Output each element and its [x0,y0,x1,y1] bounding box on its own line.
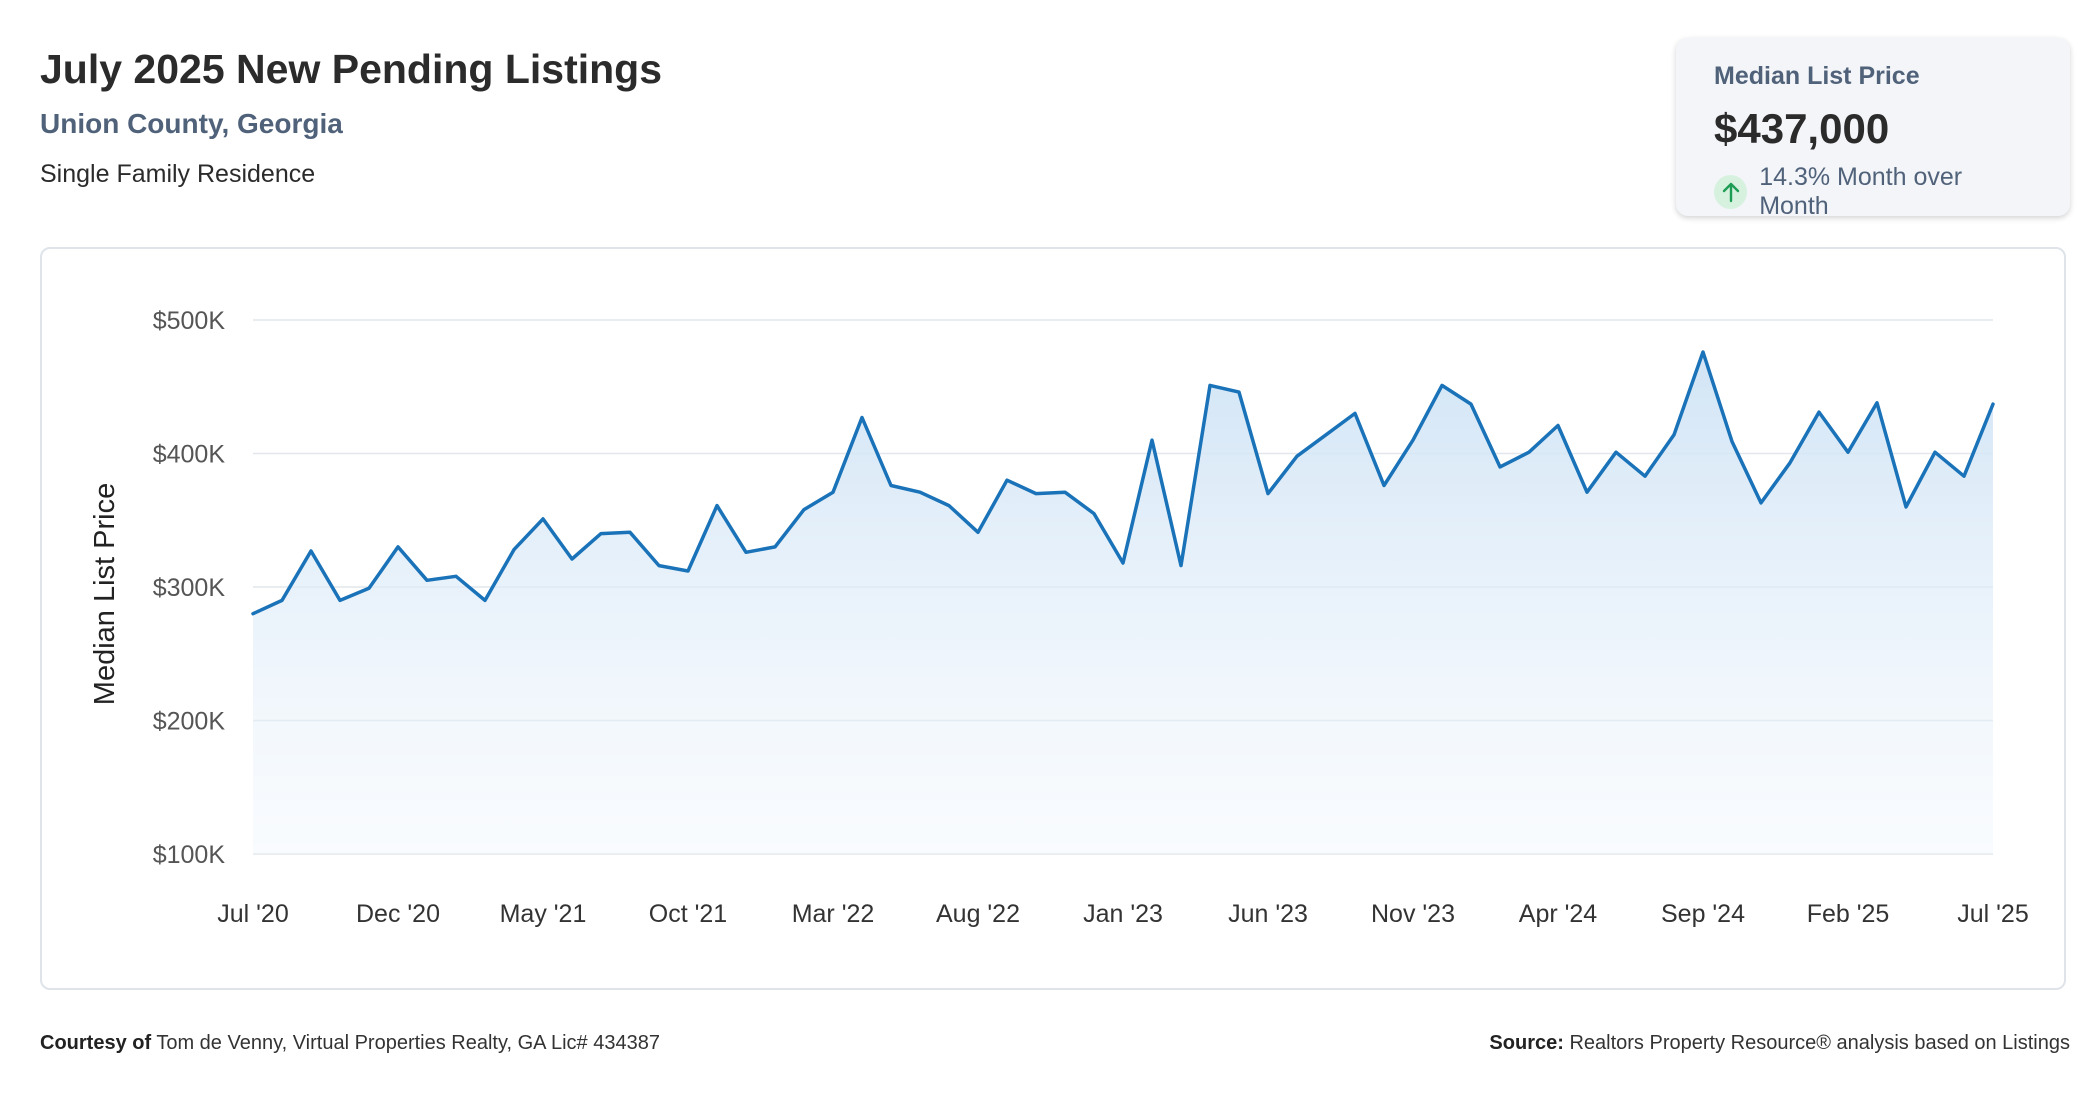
x-tick-label: Dec '20 [356,900,440,928]
x-tick-label: May '21 [500,900,587,928]
series-line [251,350,1995,616]
source-text: Realtors Property Resource® analysis bas… [1569,1032,2070,1054]
y-tick-label: $300K [153,574,226,602]
y-tick-label: $100K [153,841,226,869]
x-tick-label: Jul '20 [217,900,288,928]
area-fill [253,352,1993,854]
kpi-change-text: 14.3% Month over Month [1759,163,1963,220]
property-type-label: Single Family Residence [40,160,316,188]
median-list-price-chart: $100K $200K $300K $400K $500K Jul '20 Dec '20… [89,307,2029,928]
y-tick-label: $400K [153,441,226,469]
source-footer: Source: Realtors Property Resource® anal… [1489,1032,2070,1055]
x-tick-label: Aug '22 [936,900,1020,928]
x-tick-label: Oct '21 [649,900,727,928]
x-tick-label: Jan '23 [1083,900,1163,928]
y-tick-label: $500K [153,307,226,335]
location-subtitle: Union County, Georgia [40,108,343,139]
source-label: Source: [1489,1032,1564,1054]
x-tick-label: Mar '22 [792,900,875,928]
x-tick-label: Jul '25 [1957,900,2028,928]
courtesy-footer: Courtesy of Tom de Venny, Virtual Proper… [40,1032,660,1055]
y-axis-label: Median List Price [89,483,121,705]
x-tick-label: Nov '23 [1371,900,1455,928]
courtesy-label: Courtesy of [40,1032,152,1054]
x-tick-label: Sep '24 [1661,900,1745,928]
arrow-up-icon [1714,175,1748,209]
courtesy-text: Tom de Venny, Virtual Properties Realty,… [156,1032,660,1054]
page-title: July 2025 New Pending Listings [40,46,663,92]
kpi-value: $437,000 [1714,105,1890,152]
median-list-price-card: Median List Price $437,000 14.3% Month o… [1676,38,2070,220]
kpi-label: Median List Price [1714,62,1920,90]
x-tick-label: Apr '24 [1519,900,1598,928]
x-tick-label: Jun '23 [1228,900,1308,928]
kpi-change: 14.3% Month over Month [1714,163,2032,221]
y-tick-label: $200K [153,708,226,736]
chart-panel: $100K $200K $300K $400K $500K Jul '20 Dec '20… [40,247,2066,990]
x-tick-label: Feb '25 [1807,900,1890,928]
